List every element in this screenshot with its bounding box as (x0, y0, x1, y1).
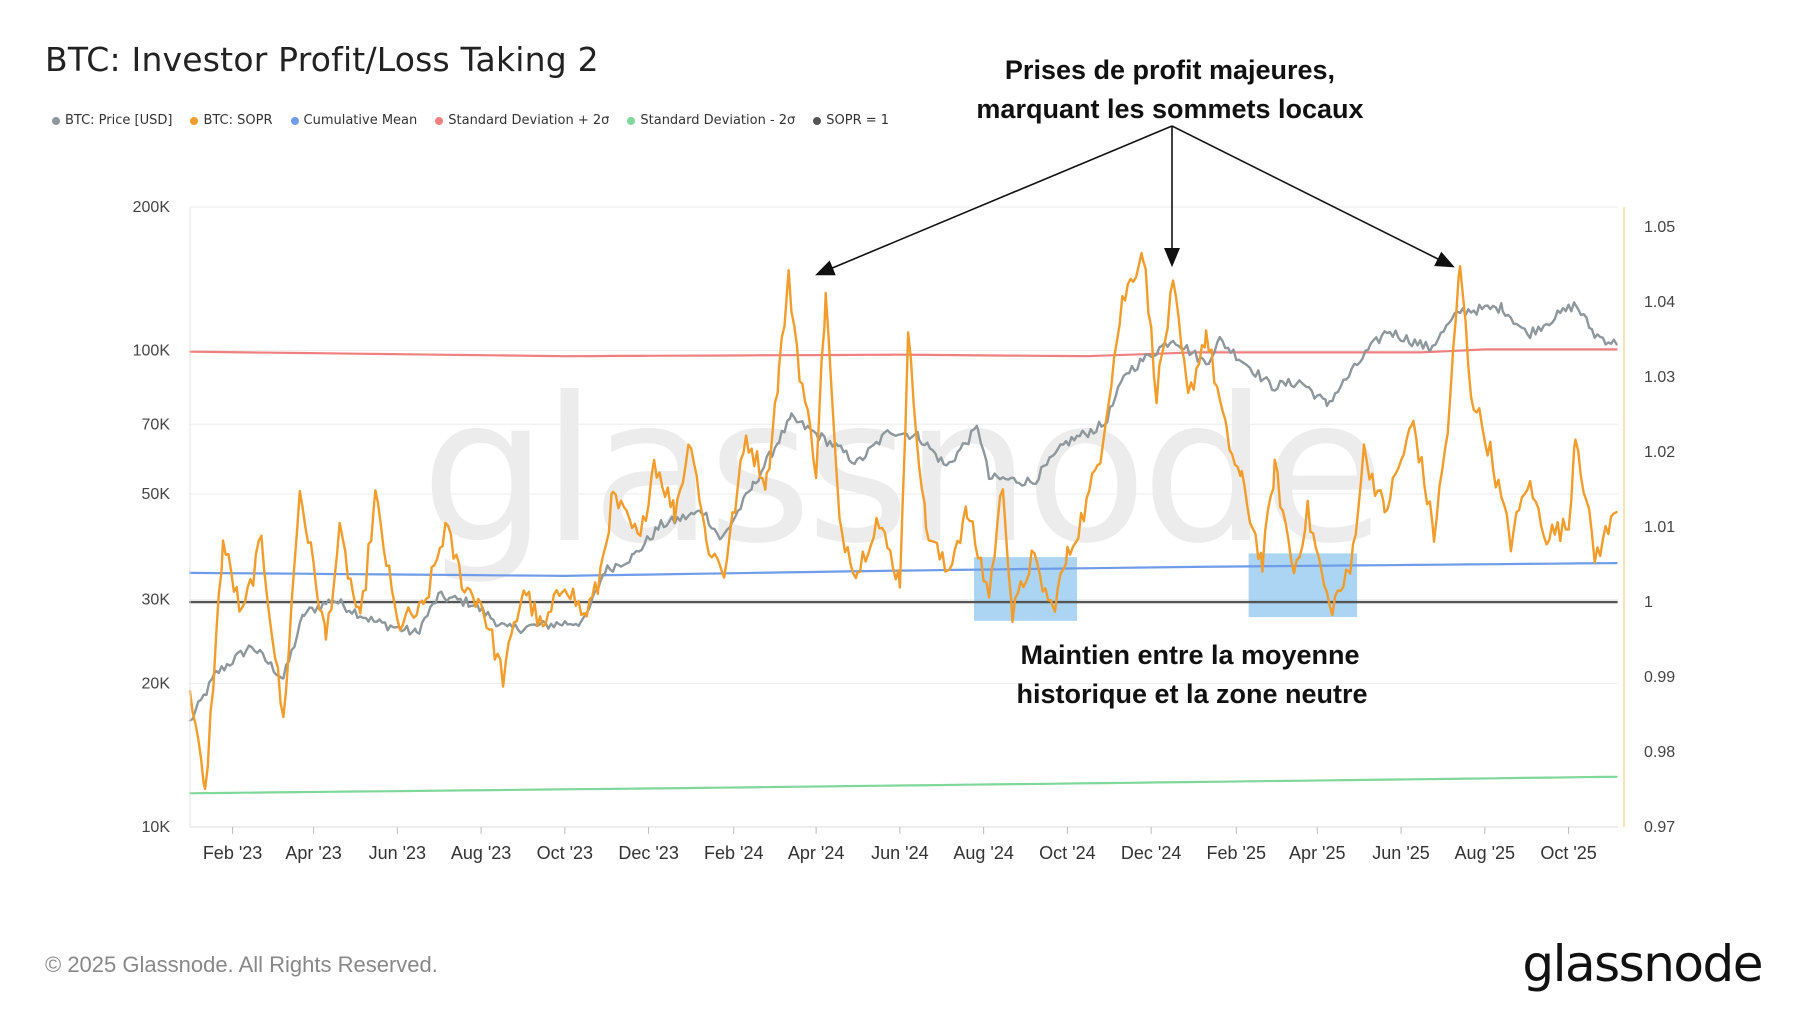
y-right-tick-1.01: 1.01 (1644, 519, 1675, 536)
legend-dot-sopr (190, 116, 199, 125)
legend-item-std-minus[interactable]: Standard Deviation - 2σ (627, 113, 795, 128)
x-tick-label: Dec '23 (618, 843, 678, 863)
x-tick-label: Oct '25 (1540, 843, 1596, 863)
legend-label-cumulative-mean: Cumulative Mean (303, 113, 418, 128)
y-left-tick-50K: 50K (142, 486, 171, 503)
annotation-bottom-line1: Maintien entre la moyenne (1020, 640, 1359, 670)
y-right-tick-1: 1 (1644, 594, 1653, 611)
x-tick-label: Apr '23 (285, 843, 341, 863)
legend-dot-price (52, 116, 60, 125)
x-tick-label: Aug '24 (953, 843, 1014, 863)
legend-label-price: BTC: Price [USD] (65, 113, 173, 128)
legend-item-std-plus[interactable]: Standard Deviation + 2σ (435, 113, 609, 128)
y-right-tick-1.04: 1.04 (1644, 294, 1675, 311)
x-tick-label: Jun '24 (871, 843, 928, 863)
y-left-tick-10K: 10K (142, 819, 171, 836)
y-left-tick-200K: 200K (133, 199, 171, 216)
legend-label-sopr-one: SOPR = 1 (826, 113, 890, 128)
x-tick-label: Feb '25 (1207, 843, 1266, 863)
copyright: © 2025 Glassnode. All Rights Reserved. (45, 952, 438, 977)
legend-label-std-minus: Standard Deviation - 2σ (640, 113, 796, 128)
legend-item-cumulative-mean[interactable]: Cumulative Mean (290, 113, 418, 128)
x-tick-label: Apr '25 (1289, 843, 1345, 863)
annotation-arrow-left (815, 125, 1173, 276)
highlight-zone-2 (1248, 553, 1358, 618)
annotation-bottom-line2: historique et la zone neutre (1016, 679, 1367, 709)
annotation-top-line1: Prises de profit majeures, (1005, 55, 1335, 85)
series-line-standard-deviation-2- (188, 348, 1618, 358)
y-left-tick-100K: 100K (133, 342, 171, 359)
legend-item-sopr-one[interactable]: SOPR = 1 (813, 113, 889, 128)
legend-dot-sopr-one (813, 116, 822, 125)
y-right-tick-0.99: 0.99 (1644, 669, 1675, 686)
legend-item-sopr[interactable]: BTC: SOPR (190, 113, 273, 128)
x-tick-label: Apr '24 (788, 843, 844, 863)
x-tick-label: Oct '24 (1039, 843, 1095, 863)
legend-dot-cumulative-mean (290, 116, 299, 125)
glassnode-logo[interactable]: glassnode (1522, 935, 1763, 993)
x-tick-label: Jun '23 (369, 843, 426, 863)
axes: 10K 20K 30K 50K 70K 100K 200K 0.97 0.98 0.99 1 1.01… (133, 199, 1676, 863)
annotations: Prises de profit majeures, marquant les … (815, 55, 1455, 709)
annotation-top-line2: marquant les sommets locaux (976, 94, 1363, 124)
x-tick-label: Aug '25 (1455, 843, 1516, 863)
legend-label-sopr: BTC: SOPR (203, 113, 273, 128)
x-tick-label: Feb '24 (704, 843, 763, 863)
y-right-tick-0.98: 0.98 (1644, 744, 1675, 761)
y-right-tick-1.05: 1.05 (1644, 219, 1675, 236)
y-left-tick-30K: 30K (142, 592, 171, 609)
series-line-btc-sopr (188, 251, 1618, 791)
x-tick-label: Jun '25 (1372, 843, 1429, 863)
y-left-tick-20K: 20K (142, 676, 171, 693)
y-right-tick-1.03: 1.03 (1644, 369, 1675, 386)
x-tick-label: Oct '23 (537, 843, 593, 863)
series-line-btc-price-usd- (188, 301, 1618, 722)
annotation-arrow-right (1171, 125, 1455, 268)
chart-title: BTC: Investor Profit/Loss Taking 2 (45, 40, 599, 79)
x-tick-label: Feb '23 (203, 843, 262, 863)
series-line-standard-deviation-2- (188, 775, 1618, 795)
legend-item-price[interactable]: BTC: Price [USD] (52, 113, 172, 128)
y-right-tick-1.02: 1.02 (1644, 444, 1675, 461)
x-tick-label: Aug '23 (451, 843, 512, 863)
x-tick-label: Dec '24 (1121, 843, 1181, 863)
legend-label-std-plus: Standard Deviation + 2σ (448, 113, 610, 128)
series-lines (188, 251, 1618, 795)
y-left-tick-70K: 70K (142, 416, 171, 433)
legend-dot-std-minus (627, 116, 636, 125)
legend: BTC: Price [USD] BTC: SOPR Cumulative Me… (52, 113, 889, 128)
y-right-tick-0.97: 0.97 (1644, 819, 1675, 836)
legend-dot-std-plus (435, 116, 444, 125)
